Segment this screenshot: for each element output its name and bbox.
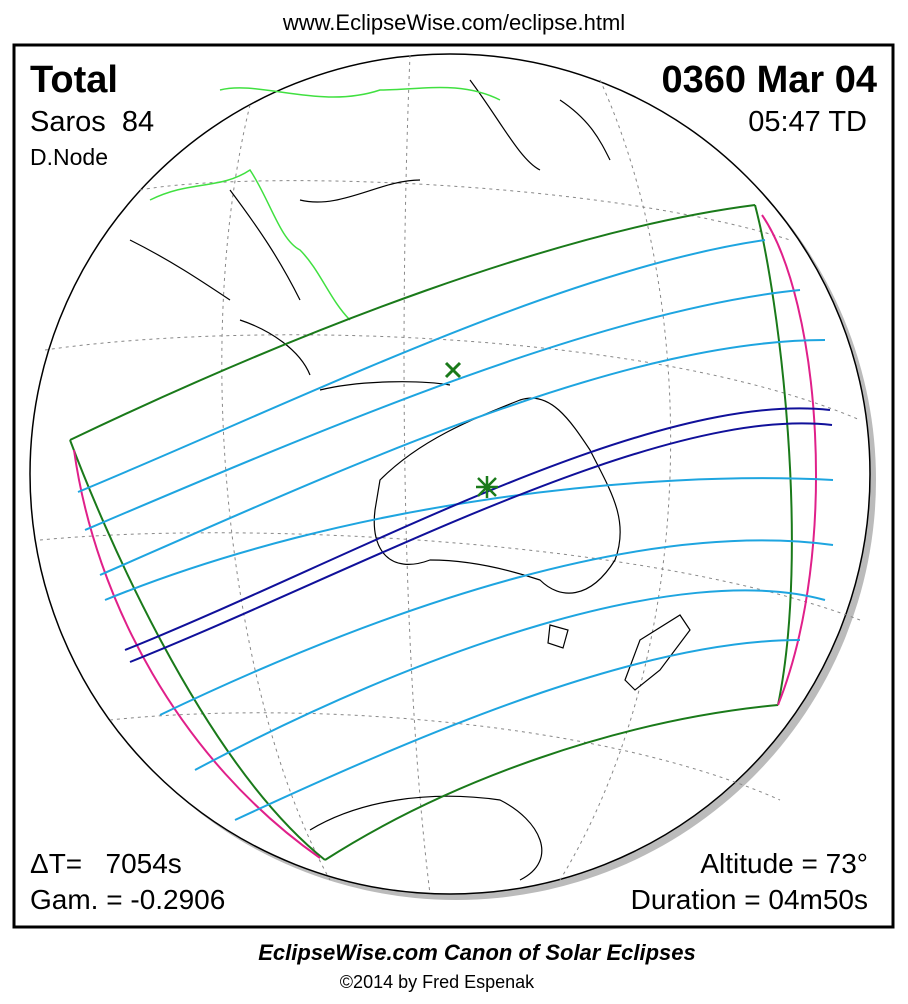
greatest-eclipse-marker (444, 361, 462, 379)
delta-t: ΔT= 7054s (30, 848, 182, 879)
eclipse-date: 0360 Mar 04 (662, 59, 878, 101)
footer-title: EclipseWise.com Canon of Solar Eclipses (258, 940, 696, 965)
copyright: ©2014 by Fred Espenak (340, 972, 535, 992)
borders (149, 86, 501, 321)
globe (29, 53, 871, 895)
eclipse-type: Total (30, 59, 118, 101)
node: D.Node (30, 144, 108, 170)
url: www.EclipseWise.com/eclipse.html (282, 10, 625, 35)
gamma: Gam. = -0.2906 (30, 884, 225, 915)
coastlines (129, 79, 691, 881)
duration: Duration = 04m50s (631, 884, 868, 915)
greatest-duration-marker (476, 476, 498, 498)
saros: Saros 84 (30, 106, 154, 138)
frame (12, 43, 895, 929)
graticule (39, 54, 861, 895)
altitude: Altitude = 73° (700, 848, 868, 879)
time: 05:47 TD (748, 106, 867, 138)
eclipse-path (69, 204, 834, 861)
